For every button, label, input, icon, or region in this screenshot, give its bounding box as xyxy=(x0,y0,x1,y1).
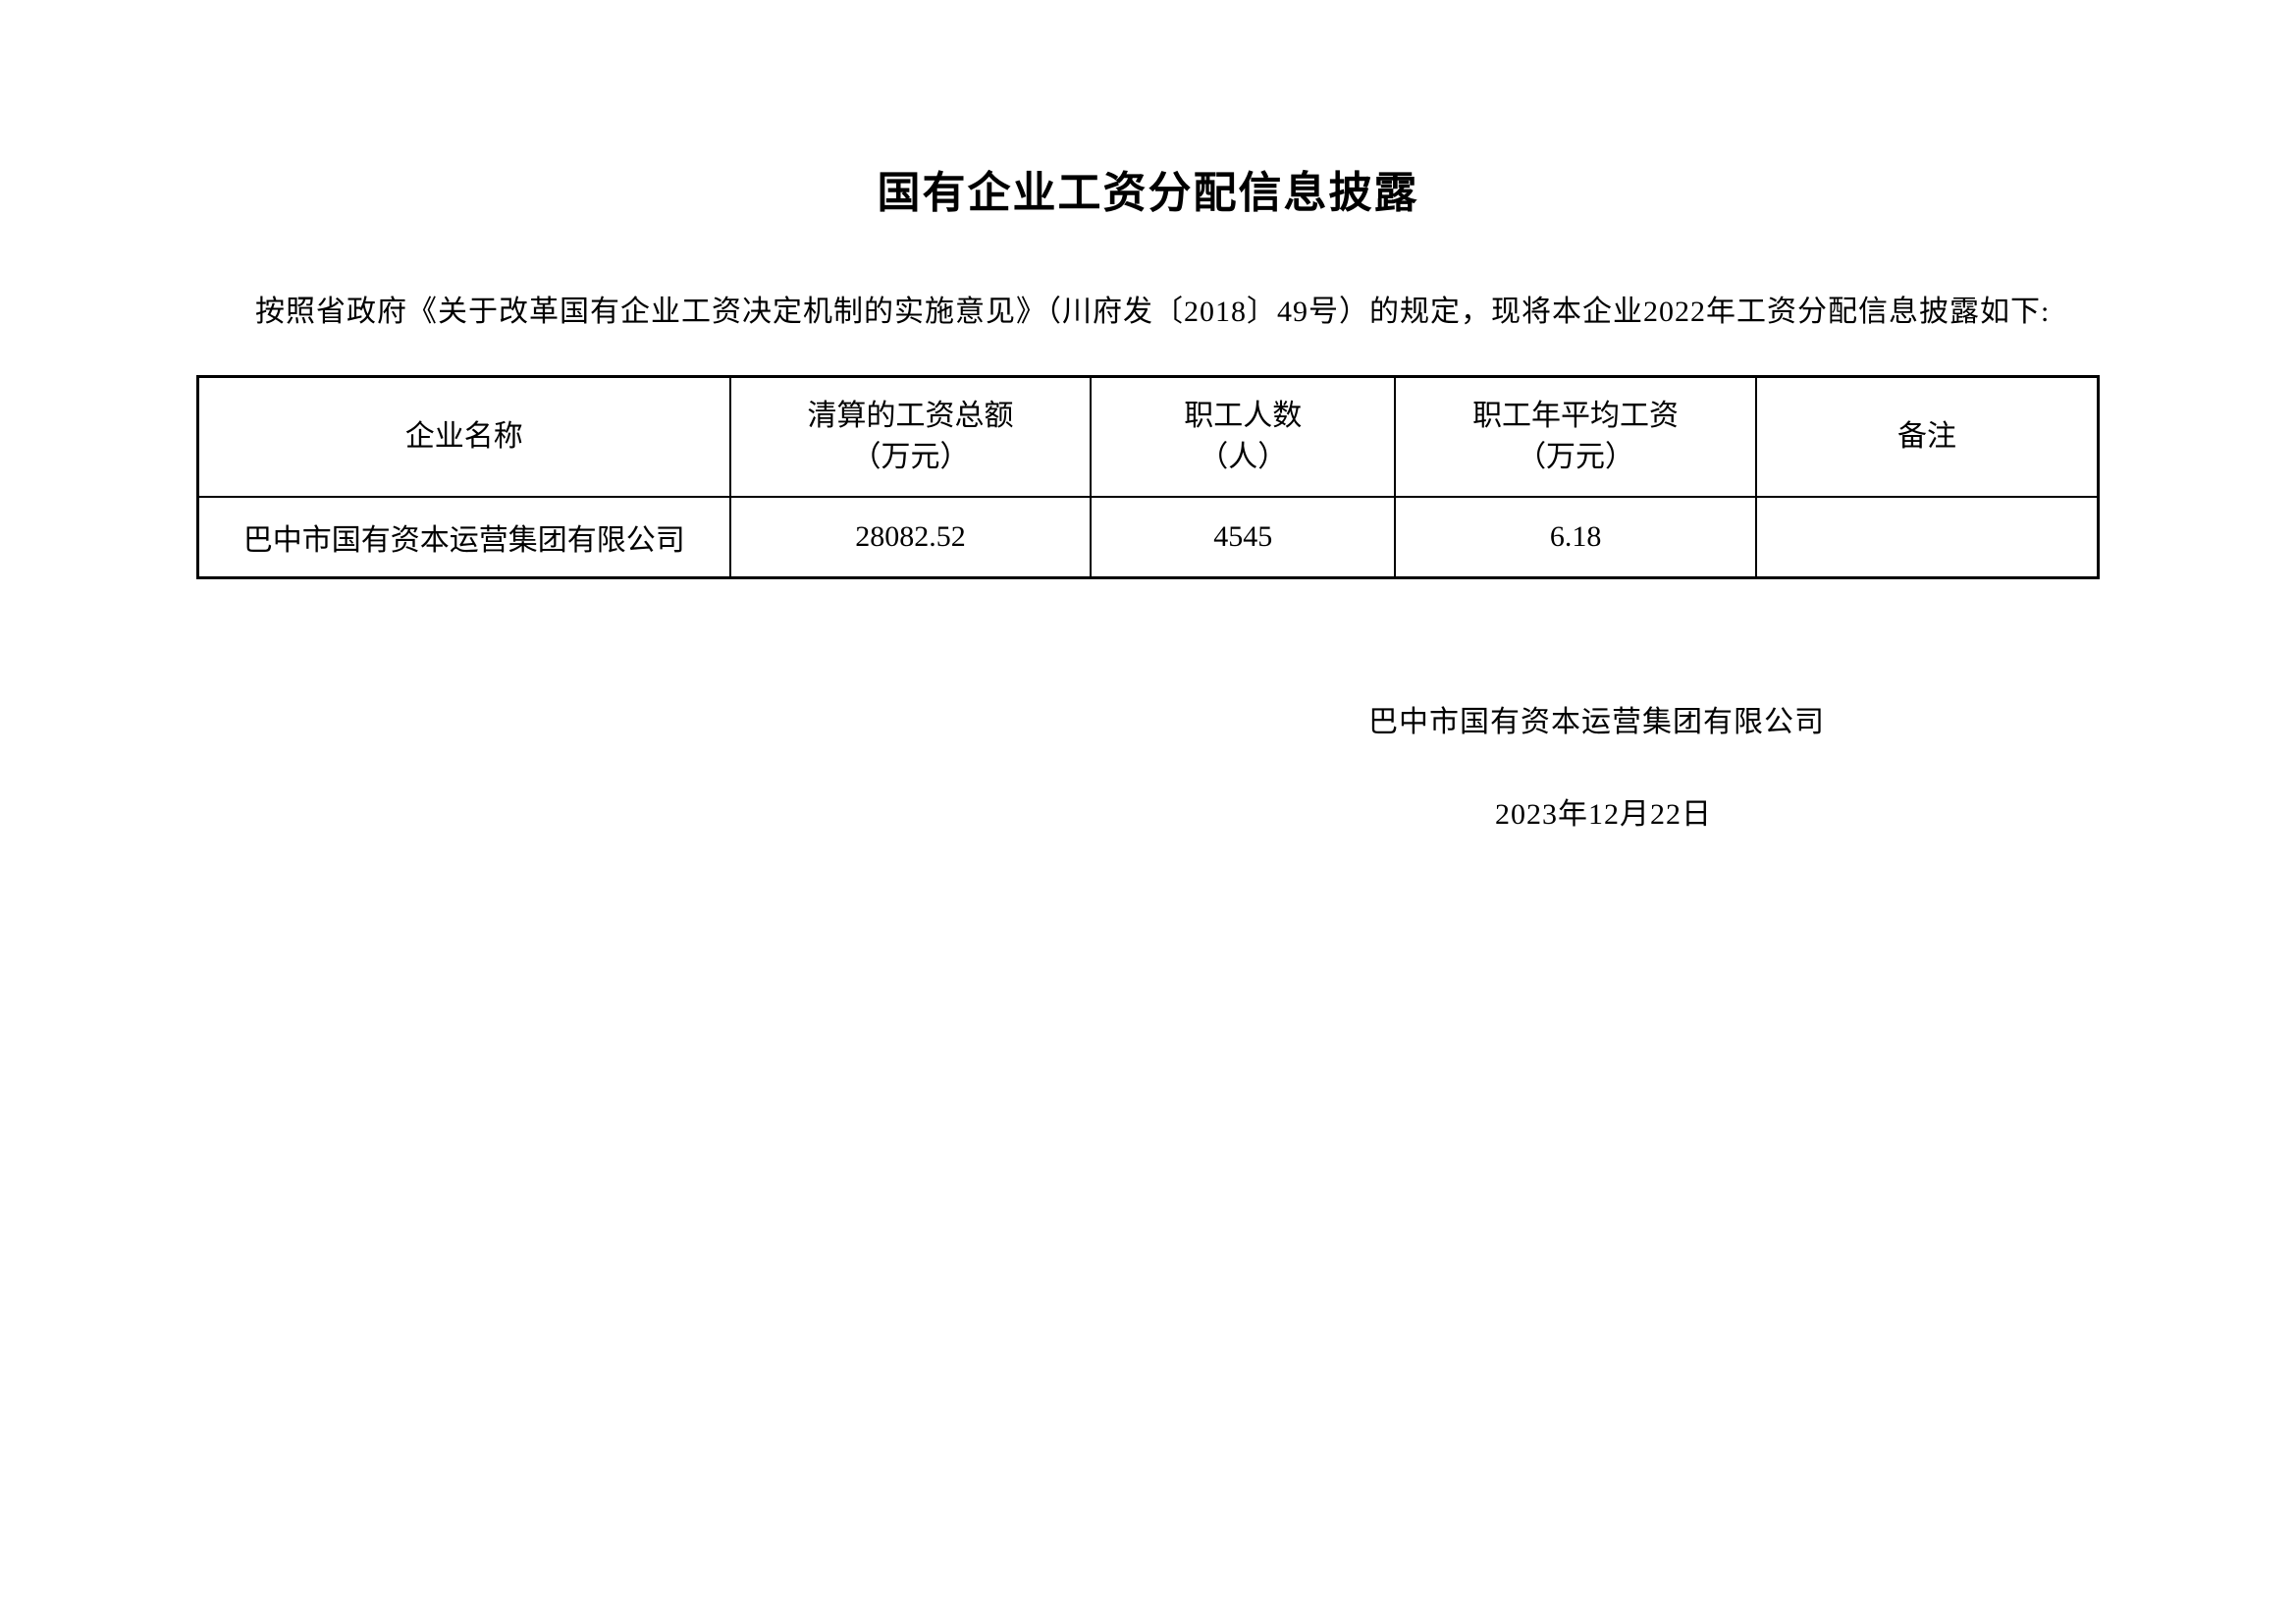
salary-disclosure-table: 企业名称 清算的工资总额 （万元） 职工人数 （人） 职工年平均工资 （万元） … xyxy=(196,375,2100,579)
cell-total-salary: 28082.52 xyxy=(730,497,1092,578)
intro-paragraph: 按照省政府《关于改革国有企业工资决定机制的实施意见》（川府发〔2018〕49号）… xyxy=(196,289,2100,336)
cell-company-name: 巴中市国有资本运营集团有限公司 xyxy=(198,497,730,578)
table-header-row: 企业名称 清算的工资总额 （万元） 职工人数 （人） 职工年平均工资 （万元） … xyxy=(198,377,2099,498)
header-label: 清算的工资总额 xyxy=(741,396,1081,437)
column-header-total-salary: 清算的工资总额 （万元） xyxy=(730,377,1092,498)
header-unit: （人） xyxy=(1101,437,1384,478)
header-label: 职工年平均工资 xyxy=(1406,396,1745,437)
header-label: 备注 xyxy=(1767,416,2087,458)
column-header-remark: 备注 xyxy=(1756,377,2099,498)
header-unit: （万元） xyxy=(741,437,1081,478)
column-header-employees: 职工人数 （人） xyxy=(1091,377,1395,498)
column-header-company: 企业名称 xyxy=(198,377,730,498)
header-unit: （万元） xyxy=(1406,437,1745,478)
cell-average-salary: 6.18 xyxy=(1395,497,1756,578)
table-row: 巴中市国有资本运营集团有限公司 28082.52 4545 6.18 xyxy=(198,497,2099,578)
header-label: 职工人数 xyxy=(1101,396,1384,437)
signature-company: 巴中市国有资本运营集团有限公司 xyxy=(196,697,1825,740)
signature-block: 巴中市国有资本运营集团有限公司 2023年12月22日 xyxy=(196,697,2100,833)
document-container: 国有企业工资分配信息披露 按照省政府《关于改革国有企业工资决定机制的实施意见》（… xyxy=(0,0,2296,833)
cell-remark xyxy=(1756,497,2099,578)
cell-employee-count: 4545 xyxy=(1091,497,1395,578)
signature-date: 2023年12月22日 xyxy=(196,789,1825,833)
column-header-average: 职工年平均工资 （万元） xyxy=(1395,377,1756,498)
document-title: 国有企业工资分配信息披露 xyxy=(196,157,2100,220)
header-label: 企业名称 xyxy=(209,416,720,458)
